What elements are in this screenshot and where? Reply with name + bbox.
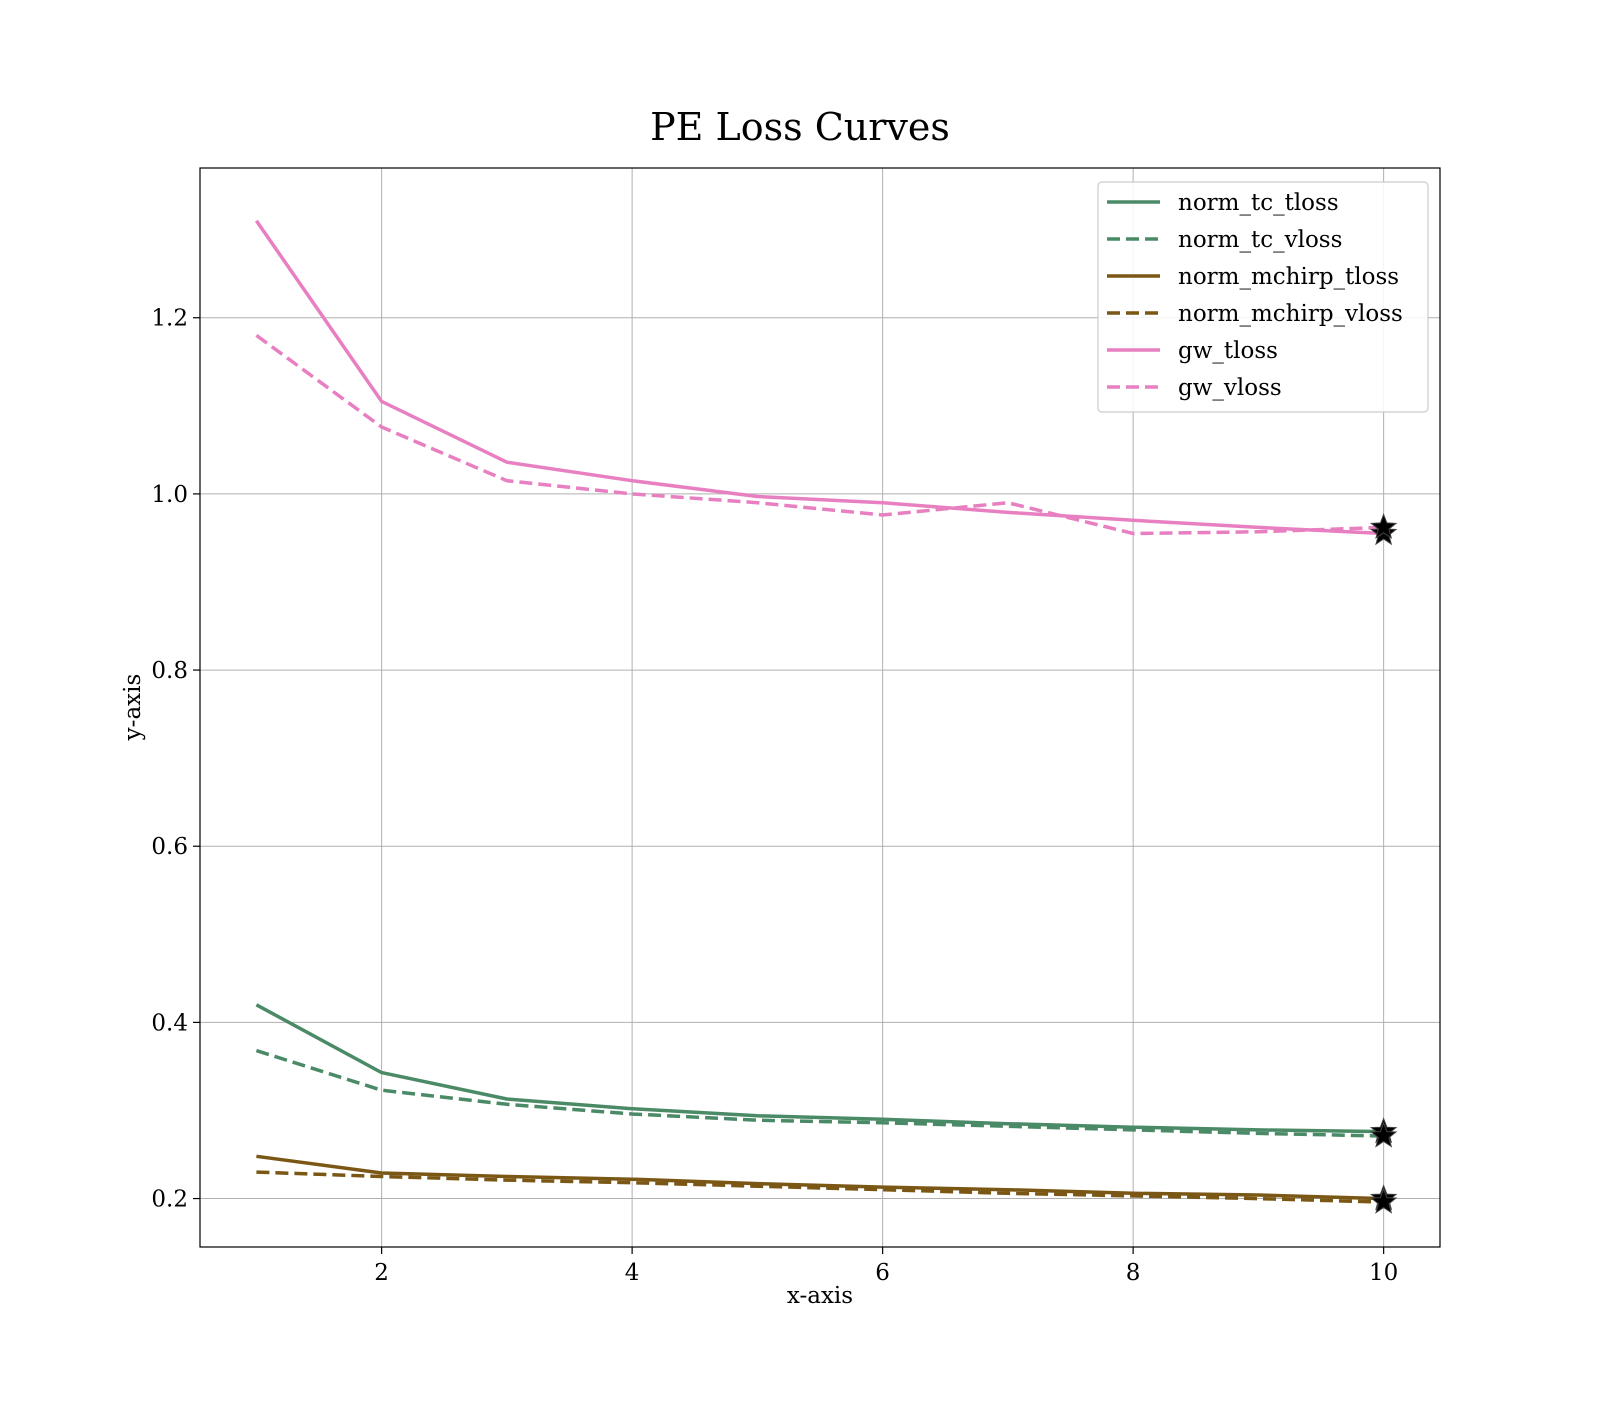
legend: norm_tc_tloss norm_tc_vloss norm_mchirp_tl… [1097,181,1429,413]
end-marker-star [1369,512,1398,540]
legend-label: norm_mchirp_vloss [1178,301,1403,327]
series-line-norm-mchirp-vloss [256,1170,1384,1204]
series-lines [254,219,1384,1204]
y-tick-label: 0.2 [151,1187,188,1213]
x-tick-label: 8 [1126,1260,1141,1286]
y-tick-label: 0.8 [151,658,188,684]
x-tick-label: 10 [1369,1260,1398,1286]
series-line-norm-tc-tloss [255,1003,1384,1134]
y-tick-label: 0.4 [151,1010,188,1036]
end-markers [1369,512,1398,1214]
legend-label: norm_tc_vloss [1178,227,1342,253]
x-tick-label: 6 [875,1260,890,1286]
x-axis-label: x-axis [787,1283,853,1309]
legend-label: gw_vloss [1178,375,1282,401]
series-line-norm-tc-vloss [255,1048,1384,1138]
chart-title: PE Loss Curves [650,105,950,149]
y-axis-label: y-axis [120,674,146,742]
series-line-norm-mchirp-tloss [256,1154,1384,1201]
y-tick-label: 0.6 [151,834,188,860]
legend-label: gw_tloss [1178,338,1278,364]
axis-ticks: 2 4 6 8 10 0.2 0.4 0.6 0.8 1.0 1.2 [151,306,1398,1286]
end-marker-star [1369,1187,1398,1214]
grid [200,168,1440,1247]
end-marker-star [1369,1121,1398,1148]
y-tick-label: 1.0 [151,482,188,508]
x-tick-label: 4 [625,1260,640,1286]
series-line-gw-tloss [254,219,1384,536]
y-tick-label: 1.2 [151,306,188,332]
plot-frame [199,167,1441,1248]
legend-box [1097,181,1429,413]
x-tick-label: 2 [374,1260,389,1286]
legend-label: norm_mchirp_tloss [1178,264,1399,290]
legend-label: norm_tc_tloss [1178,190,1339,216]
